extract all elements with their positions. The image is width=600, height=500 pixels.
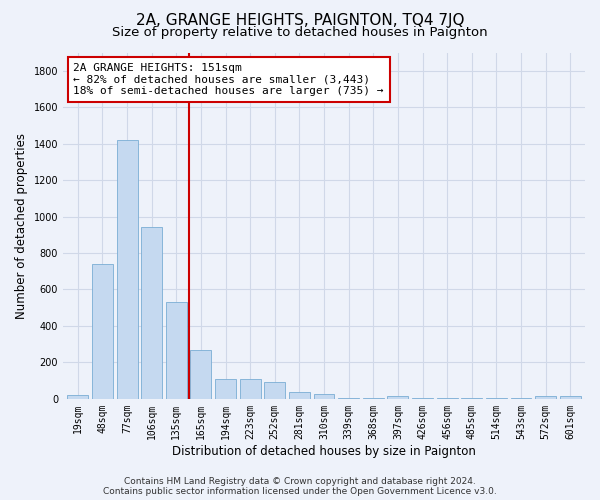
Text: 2A, GRANGE HEIGHTS, PAIGNTON, TQ4 7JQ: 2A, GRANGE HEIGHTS, PAIGNTON, TQ4 7JQ <box>136 12 464 28</box>
Bar <box>265 382 285 399</box>
Bar <box>190 350 211 399</box>
Bar <box>338 398 359 399</box>
Bar <box>437 398 458 399</box>
Bar <box>486 398 507 399</box>
Bar <box>560 396 581 399</box>
Bar <box>363 398 384 399</box>
Bar <box>511 398 532 399</box>
Bar <box>215 379 236 399</box>
Bar <box>92 264 113 399</box>
Bar <box>412 398 433 399</box>
Y-axis label: Number of detached properties: Number of detached properties <box>15 132 28 318</box>
Bar <box>67 395 88 399</box>
Bar <box>289 392 310 399</box>
Text: Size of property relative to detached houses in Paignton: Size of property relative to detached ho… <box>112 26 488 39</box>
Bar <box>116 140 137 399</box>
Text: 2A GRANGE HEIGHTS: 151sqm
← 82% of detached houses are smaller (3,443)
18% of se: 2A GRANGE HEIGHTS: 151sqm ← 82% of detac… <box>73 63 384 96</box>
Bar <box>314 394 334 399</box>
Bar <box>461 398 482 399</box>
X-axis label: Distribution of detached houses by size in Paignton: Distribution of detached houses by size … <box>172 444 476 458</box>
Bar <box>239 379 260 399</box>
Text: Contains HM Land Registry data © Crown copyright and database right 2024.
Contai: Contains HM Land Registry data © Crown c… <box>103 476 497 496</box>
Bar <box>535 396 556 399</box>
Bar <box>166 302 187 399</box>
Bar <box>141 228 162 399</box>
Bar <box>388 396 409 399</box>
